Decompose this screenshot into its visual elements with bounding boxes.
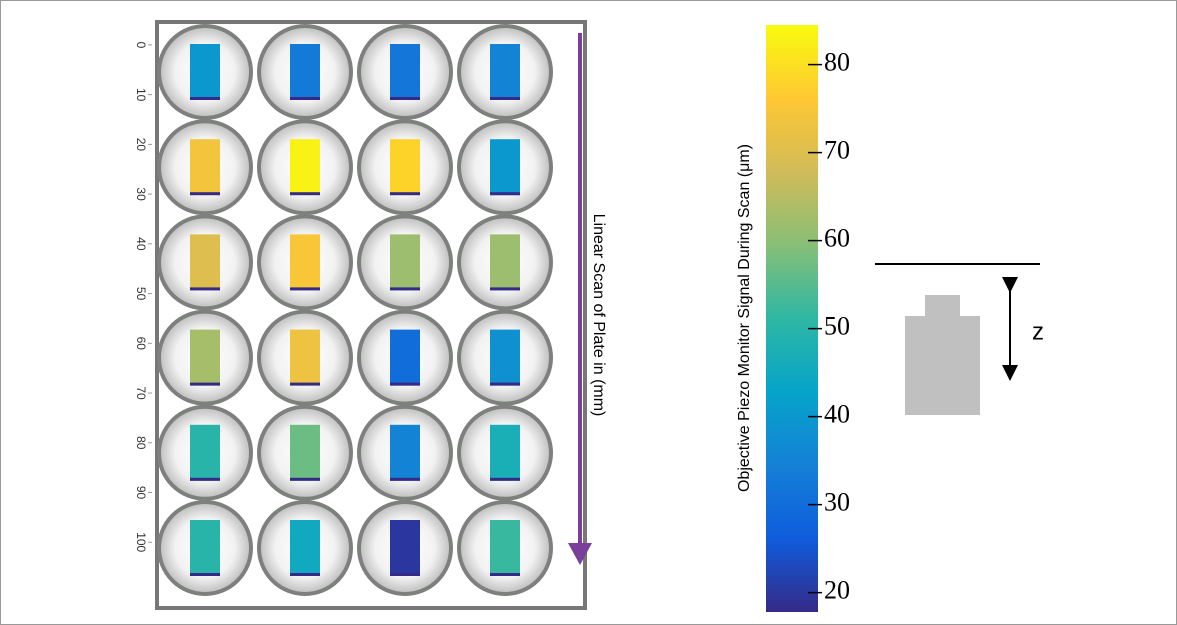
y-tick-label: 100 [134,532,148,552]
well-signal [190,425,220,481]
colorbar-label: Objective Piezo Monitor Signal During Sc… [736,144,753,492]
well-edge [490,97,520,100]
well-edge [190,573,220,576]
well-signal [190,44,220,100]
y-tick-label: 40 [134,237,148,251]
diagram-label: z [1032,318,1044,345]
colorbar-tick-label: 80 [824,48,850,77]
well-edge [490,478,520,481]
well-signal [290,139,320,195]
y-tick-label: 50 [134,287,148,301]
y-tick-label: 90 [134,486,148,500]
colorbar [766,25,818,612]
well-signal [290,330,320,386]
well-edge [290,287,320,290]
well-signal [490,234,520,290]
well-edge [290,383,320,386]
well-signal [190,234,220,290]
well-edge [190,192,220,195]
well-signal [390,425,420,481]
well-edge [390,573,420,576]
y-tick-label: 60 [134,337,148,351]
well-edge [390,478,420,481]
well-edge [490,192,520,195]
well-edge [490,383,520,386]
well-signal [490,330,520,386]
well-edge [390,287,420,290]
well-edge [290,192,320,195]
well-signal [190,520,220,576]
well-signal [290,425,320,481]
well-edge [290,478,320,481]
y-axis-label: Linear Scan of Plate in (mm) [590,214,607,417]
well-signal [190,330,220,386]
well-signal [190,139,220,195]
objective-icon [905,295,980,415]
colorbar-tick-label: 30 [824,488,850,517]
well-signal [490,425,520,481]
well-edge [390,192,420,195]
well-edge [190,383,220,386]
well-edge [390,97,420,100]
well-signal [390,234,420,290]
colorbar-tick-label: 50 [824,312,850,341]
colorbar-tick-label: 40 [824,400,850,429]
y-tick-label: 70 [134,386,148,400]
well-signal [390,330,420,386]
well-edge [190,97,220,100]
y-tick-label: 10 [134,88,148,102]
well-signal [490,520,520,576]
well-signal [390,520,420,576]
well-signal [290,520,320,576]
y-tick-label: 30 [134,187,148,201]
y-tick-label: 20 [134,138,148,152]
well-edge [390,383,420,386]
well-edge [190,287,220,290]
colorbar-tick-label: 70 [824,136,850,165]
well-edge [290,97,320,100]
well-signal [290,44,320,100]
well-signal [490,139,520,195]
figure: Linear Scan of Plate in (mm) Objective P… [0,0,1177,625]
colorbar-tick-label: 20 [824,576,850,605]
colorbar-tick-label: 60 [824,224,850,253]
well-signal [290,234,320,290]
well-edge [290,573,320,576]
well-edge [490,287,520,290]
well-edge [490,573,520,576]
y-tick-label: 80 [134,436,148,450]
well-edge [190,478,220,481]
y-tick-label: 0 [134,42,148,49]
well-signal [390,44,420,100]
well-signal [390,139,420,195]
well-signal [490,44,520,100]
